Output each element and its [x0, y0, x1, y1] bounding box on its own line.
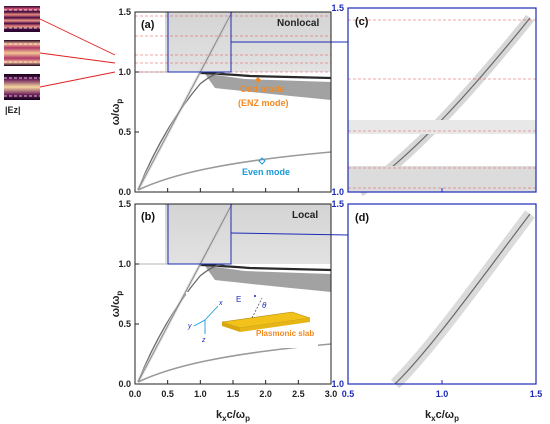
field-e-label: E — [236, 295, 241, 304]
connector-line-2 — [39, 52, 116, 64]
y-tick-label-right: 1.5 — [331, 199, 344, 209]
panel-b-light-line — [137, 263, 226, 383]
y-tick-label-right: 1.0 — [331, 187, 344, 197]
slab-label: Plasmonic slab — [256, 329, 314, 338]
y-tick-label-right: 1.5 — [331, 3, 344, 13]
x-tick-label: 0.5 — [161, 389, 174, 399]
panel-b: (b) Local Plasmonic slab x z y E θ — [134, 203, 349, 385]
x-tick-label-right: 1.5 — [530, 389, 543, 399]
y-tick-label-right: 1.0 — [331, 379, 344, 389]
x-tick-label-right: 0.5 — [342, 389, 355, 399]
x-tick-label: 1.0 — [194, 389, 207, 399]
y-tick-label: 1.5 — [118, 7, 131, 17]
panel-a-odd-mode-band — [205, 74, 331, 100]
panel-a-regime-label: Nonlocal — [277, 18, 319, 29]
even-mode-label: Even mode — [242, 167, 290, 177]
panel-a-light-line — [137, 71, 226, 191]
y-tick-label: 0.0 — [118, 379, 131, 389]
panel-b-zoom-connector — [230, 232, 349, 236]
x-axis-label-b: kxc/ωp — [216, 409, 250, 423]
angle-label: θ — [262, 301, 267, 310]
panel-a-even-mode-curve — [137, 151, 332, 191]
panel-d: (d) — [347, 203, 537, 389]
panel-b-odd-mode-band — [205, 266, 331, 292]
odd-mode-marker — [255, 77, 261, 83]
panel-b-tag: (b) — [141, 211, 155, 223]
y-axis-label-a: ω/ωp — [110, 99, 124, 126]
panel-b-regime-label: Local — [292, 210, 318, 221]
panel-d-tag: (d) — [355, 212, 369, 224]
panel-a: (a) Nonlocal Odd mode (ENZ mode) Even mo… — [134, 11, 348, 193]
panel-c: (c) — [347, 7, 537, 197]
svg-text:ω/ωp: ω/ωp — [110, 99, 124, 126]
y-tick-label: 1.0 — [118, 67, 131, 77]
y-tick-label: 1.5 — [118, 199, 131, 209]
connector-line-3 — [39, 71, 116, 88]
even-mode-marker — [258, 157, 266, 165]
odd-mode-label: Odd mode — [240, 84, 285, 94]
connector-line-1 — [39, 18, 116, 56]
axis-z-label: z — [201, 337, 206, 344]
panel-a-tag: (a) — [141, 19, 155, 31]
x-tick-label: 0.0 — [129, 389, 142, 399]
y-tick-label: 0.5 — [118, 127, 131, 137]
enz-mode-label: (ENZ mode) — [238, 98, 289, 108]
tick-labels: 0.0 0.5 1.0 1.5 2.0 2.5 3.00.00.51.01.50.00.51… — [118, 3, 542, 399]
y-tick-label: 0.0 — [118, 187, 131, 197]
axis-y-label: y — [187, 323, 192, 330]
panel-c-tag: (c) — [355, 16, 369, 28]
x-tick-label: 1.5 — [227, 389, 240, 399]
x-axis-label-d: kxc/ωp — [425, 409, 459, 423]
x-tick-label: 2.5 — [292, 389, 305, 399]
x-tick-label-right: 1.0 — [436, 389, 449, 399]
axis-x-label: x — [218, 300, 223, 307]
field-profile-strips: |Ez| — [4, 6, 116, 115]
y-axis-label-b: ω/ωp — [110, 291, 124, 318]
inset-schematic: Plasmonic slab x z y E θ — [186, 292, 318, 348]
y-tick-label: 0.5 — [118, 319, 131, 329]
x-tick-label: 2.0 — [259, 389, 272, 399]
svg-text:ω/ωp: ω/ωp — [110, 291, 124, 318]
ez-label: |Ez| — [5, 105, 21, 115]
y-tick-label: 1.0 — [118, 259, 131, 269]
x-tick-label: 3.0 — [325, 389, 338, 399]
